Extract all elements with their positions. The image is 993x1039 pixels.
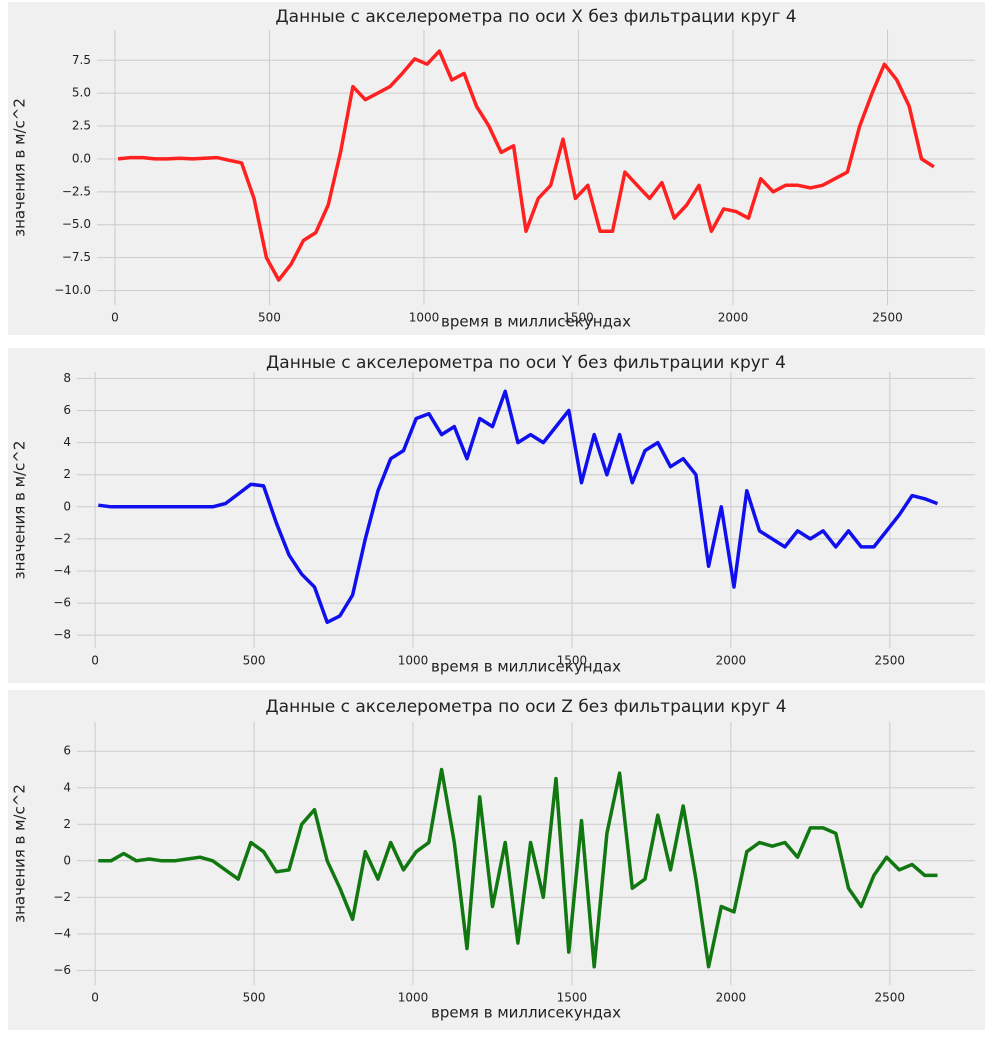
x-tick-label: 500 bbox=[243, 991, 266, 1005]
y-tick-label: −6 bbox=[53, 596, 71, 610]
x-axis-label: время в миллисекундах bbox=[431, 1004, 621, 1022]
chart-title: Данные с акселерометра по оси Z без филь… bbox=[265, 697, 786, 717]
y-tick-label: −10.0 bbox=[54, 283, 91, 297]
x-tick-label: 0 bbox=[91, 991, 99, 1005]
x-tick-label: 2500 bbox=[875, 654, 906, 668]
x-tick-label: 2000 bbox=[716, 654, 747, 668]
data-line bbox=[98, 767, 938, 969]
y-tick-label: 2 bbox=[63, 467, 71, 481]
data-line bbox=[117, 49, 935, 282]
y-tick-label: 7.5 bbox=[72, 53, 91, 67]
x-tick-label: 1500 bbox=[557, 991, 588, 1005]
data-line bbox=[98, 389, 939, 625]
x-tick-label: 1500 bbox=[557, 654, 588, 668]
y-tick-label: −4 bbox=[53, 563, 71, 577]
y-tick-label: −2 bbox=[53, 890, 71, 904]
x-axis-label: время в миллисекундах bbox=[441, 313, 631, 331]
y-tick-label: −4 bbox=[53, 926, 71, 940]
x-tick-label: 2500 bbox=[875, 991, 906, 1005]
x-axis-label: время в миллисекундах bbox=[431, 658, 621, 676]
x-tick-label: 2000 bbox=[716, 991, 747, 1005]
y-tick-label: 0 bbox=[63, 499, 71, 513]
x-tick-label: 500 bbox=[243, 654, 266, 668]
y-tick-label: 8 bbox=[63, 371, 71, 385]
y-tick-label: −6 bbox=[53, 963, 71, 977]
y-tick-label: −2 bbox=[53, 531, 71, 545]
y-tick-label: 6 bbox=[63, 403, 71, 417]
y-tick-label: −2.5 bbox=[62, 184, 91, 198]
y-tick-label: 0.0 bbox=[72, 151, 91, 165]
x-tick-label: 500 bbox=[258, 311, 281, 325]
y-tick-label: −7.5 bbox=[62, 250, 91, 264]
y-tick-label: 5.0 bbox=[72, 86, 91, 100]
x-tick-label: 1000 bbox=[409, 311, 440, 325]
y-tick-label: 6 bbox=[63, 744, 71, 758]
panel-background bbox=[8, 348, 985, 683]
panel-background bbox=[8, 2, 985, 335]
y-axis-label: значения в м/с^2 bbox=[11, 784, 29, 923]
y-tick-label: 2.5 bbox=[72, 119, 91, 133]
x-tick-label: 2500 bbox=[872, 311, 903, 325]
x-tick-label: 1000 bbox=[398, 991, 429, 1005]
chart-title: Данные с акселерометра по оси Y без филь… bbox=[266, 353, 786, 373]
y-tick-label: 2 bbox=[63, 817, 71, 831]
y-tick-label: 4 bbox=[63, 780, 71, 794]
x-tick-label: 2000 bbox=[718, 311, 749, 325]
y-axis-label: значения в м/с^2 bbox=[11, 441, 29, 580]
x-tick-label: 0 bbox=[91, 654, 99, 668]
y-tick-label: 4 bbox=[63, 435, 71, 449]
y-tick-label: −8 bbox=[53, 628, 71, 642]
y-axis-label: значения в м/с^2 bbox=[11, 98, 29, 237]
x-tick-label: 0 bbox=[111, 311, 119, 325]
y-tick-label: 0 bbox=[63, 853, 71, 867]
y-tick-label: −5.0 bbox=[62, 217, 91, 231]
x-tick-label: 1500 bbox=[563, 311, 594, 325]
chart-title: Данные с акселерометра по оси X без филь… bbox=[275, 7, 796, 27]
x-tick-label: 1000 bbox=[398, 654, 429, 668]
